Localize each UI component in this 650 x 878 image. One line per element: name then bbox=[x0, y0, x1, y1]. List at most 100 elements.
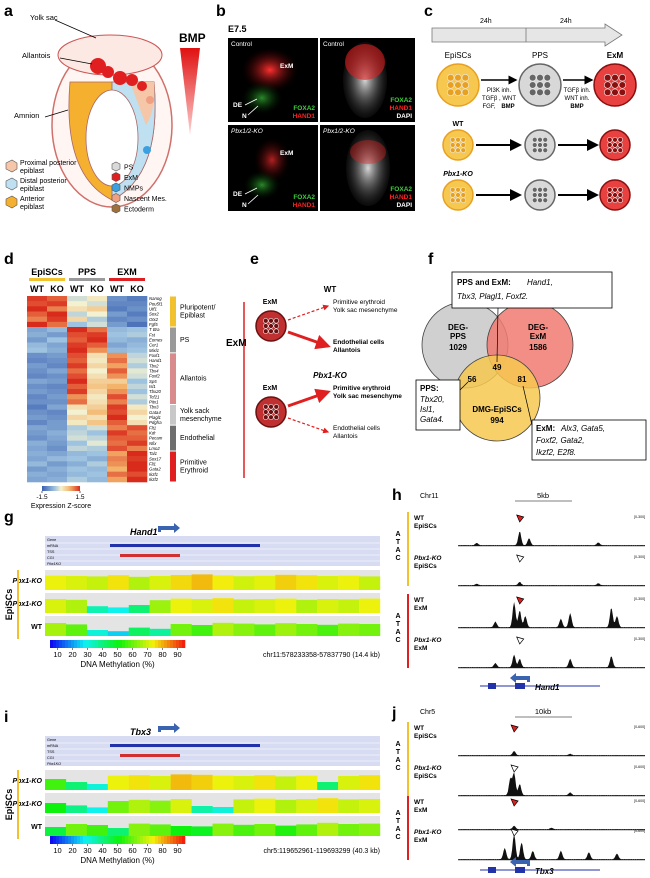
fate-label: Yolk sac mesenchyme bbox=[333, 393, 402, 400]
tick-label: 10 bbox=[53, 846, 61, 855]
heatmap-cell bbox=[107, 383, 128, 390]
colorbar-step bbox=[161, 640, 165, 648]
legend-swatch bbox=[5, 159, 18, 173]
heatmap-cell bbox=[107, 373, 128, 379]
assay-label: ATAC bbox=[395, 531, 402, 563]
label: 24h bbox=[560, 18, 572, 25]
legend-swatch bbox=[111, 203, 121, 214]
heatmap-cell bbox=[127, 311, 148, 317]
heatmap-cell bbox=[27, 373, 48, 379]
methylation-bar bbox=[338, 575, 360, 590]
heatmap-cell bbox=[87, 451, 108, 457]
heatmap-cell bbox=[87, 383, 108, 390]
colorbar-step bbox=[155, 640, 159, 648]
cell bbox=[450, 197, 456, 203]
methylation-bar bbox=[149, 776, 171, 790]
range-label: [0-300] bbox=[634, 637, 645, 641]
heatmap-cell bbox=[87, 404, 108, 410]
set-label: DEG- bbox=[528, 323, 548, 332]
heatmap-cell bbox=[67, 332, 88, 338]
heatmap-cell bbox=[67, 451, 88, 457]
colorbar-step bbox=[74, 640, 78, 648]
methylation-bar bbox=[317, 822, 339, 836]
colorbar-step bbox=[107, 836, 111, 844]
heatmap-cell bbox=[67, 301, 88, 307]
colorbar-step bbox=[137, 836, 141, 844]
heatmap-cell bbox=[47, 332, 68, 338]
colorbar-step bbox=[173, 640, 177, 648]
heatmap-cell bbox=[27, 440, 48, 447]
tick-label: 70 bbox=[143, 846, 151, 855]
colorbar-step bbox=[71, 640, 75, 648]
methylation-bar bbox=[338, 824, 360, 836]
heatmap-cell bbox=[107, 342, 128, 348]
heatmap-cell bbox=[107, 363, 128, 369]
methylation-bar bbox=[275, 574, 297, 590]
cell bbox=[454, 73, 462, 82]
heatmap-cell bbox=[87, 414, 108, 421]
track-name: Pbx1-KO bbox=[414, 637, 441, 644]
track-name: Pbx1-KO bbox=[12, 801, 42, 808]
scale-label: 5kb bbox=[537, 491, 549, 500]
colorbar-step bbox=[164, 836, 168, 844]
methylation-bar bbox=[254, 599, 276, 613]
colorbar-step bbox=[152, 836, 156, 844]
condition: KO bbox=[50, 284, 64, 294]
methylation-bar bbox=[275, 799, 297, 813]
exon bbox=[515, 867, 525, 873]
tss-arrow bbox=[158, 723, 180, 733]
gene-label: Fst bbox=[149, 332, 156, 337]
heatmap-cell bbox=[27, 404, 48, 410]
heatmap-cell bbox=[127, 471, 148, 478]
methylation-bar bbox=[338, 799, 360, 813]
methylation-bar bbox=[191, 625, 213, 636]
heatmap-cell bbox=[127, 451, 148, 457]
cell bbox=[460, 142, 466, 148]
colorbar-step bbox=[71, 836, 75, 844]
heatmap-cell bbox=[127, 378, 148, 385]
track-label: TSS bbox=[47, 750, 55, 754]
heatmap-cell bbox=[67, 476, 88, 483]
colorbar-step bbox=[95, 836, 99, 844]
range-label: [0-600] bbox=[634, 725, 645, 729]
colorbar-step bbox=[80, 640, 84, 648]
cgi bbox=[120, 554, 180, 557]
gene-label: Mixl1 bbox=[149, 348, 160, 353]
heatmap-cell bbox=[127, 461, 148, 467]
colorbar-step bbox=[95, 640, 99, 648]
cell bbox=[617, 187, 623, 193]
gene-label: Lmo2 bbox=[149, 446, 160, 451]
methylation-bar bbox=[45, 779, 67, 790]
fate-arrow bbox=[287, 330, 331, 350]
heatmap-cell bbox=[67, 389, 88, 395]
label: ExM bbox=[263, 299, 278, 306]
label: BMP bbox=[501, 104, 514, 110]
heatmap-cell bbox=[67, 404, 88, 410]
cell bbox=[607, 147, 613, 153]
peak-marker bbox=[510, 724, 519, 733]
label: WNT inh. bbox=[565, 96, 590, 102]
cell bbox=[537, 137, 543, 143]
methylation-bar bbox=[170, 575, 192, 590]
cell bbox=[532, 192, 538, 198]
methylation-bar bbox=[317, 798, 339, 813]
colorbar-step bbox=[140, 640, 144, 648]
heatmap-cell bbox=[47, 404, 68, 410]
heatmap-cell bbox=[107, 430, 128, 436]
gene-label: Tbx20 bbox=[149, 389, 162, 394]
range-label: [0-600] bbox=[634, 829, 645, 833]
heatmap-cell bbox=[127, 409, 148, 416]
cell bbox=[532, 147, 538, 153]
channel-label: HAND1 bbox=[390, 105, 413, 112]
methylation-bar bbox=[212, 622, 234, 636]
heatmap-cell bbox=[47, 327, 68, 333]
tss-arrow bbox=[510, 857, 530, 867]
category-label: mesenchyme bbox=[180, 416, 222, 423]
gene-label: Tbx4 bbox=[149, 368, 159, 373]
atac-signal bbox=[458, 531, 645, 546]
methylation-bar bbox=[45, 827, 67, 836]
methylation-bar bbox=[107, 801, 129, 813]
set-count: 1029 bbox=[449, 343, 467, 352]
panel-label: j bbox=[391, 705, 396, 722]
